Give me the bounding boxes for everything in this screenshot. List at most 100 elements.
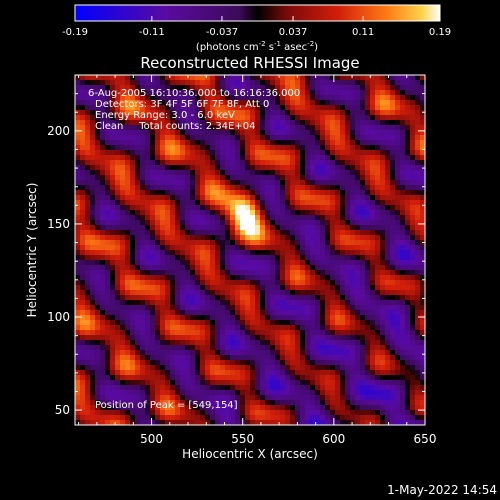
heatmap-pixel	[85, 135, 91, 141]
heatmap-pixel	[205, 185, 211, 191]
heatmap-pixel	[370, 80, 376, 86]
heatmap-pixel	[310, 415, 316, 421]
heatmap-pixel	[420, 300, 425, 306]
heatmap-pixel	[345, 150, 351, 156]
heatmap-pixel	[410, 125, 416, 131]
heatmap-pixel	[405, 230, 411, 236]
heatmap-pixel	[170, 330, 176, 336]
heatmap-pixel	[210, 345, 216, 351]
heatmap-pixel	[125, 290, 131, 296]
heatmap-pixel	[395, 370, 401, 376]
heatmap-pixel	[330, 295, 336, 301]
heatmap-pixel	[120, 315, 126, 321]
heatmap-pixel	[330, 330, 336, 336]
heatmap-pixel	[340, 135, 346, 141]
heatmap-pixel	[150, 315, 156, 321]
heatmap-pixel	[170, 205, 176, 211]
heatmap-pixel	[100, 75, 106, 81]
heatmap-pixel	[290, 315, 296, 321]
heatmap-pixel	[405, 285, 411, 291]
heatmap-pixel	[225, 105, 231, 111]
heatmap-pixel	[345, 360, 351, 366]
heatmap-pixel	[230, 185, 236, 191]
heatmap-pixel	[330, 405, 336, 411]
heatmap-pixel	[160, 85, 166, 91]
heatmap-pixel	[260, 290, 266, 296]
heatmap-pixel	[325, 370, 331, 376]
heatmap-pixel	[80, 230, 86, 236]
heatmap-pixel	[415, 225, 421, 231]
heatmap-pixel	[230, 200, 236, 206]
heatmap-pixel	[345, 240, 351, 246]
heatmap-pixel	[240, 220, 246, 226]
heatmap-pixel	[320, 245, 326, 251]
heatmap-pixel	[140, 260, 146, 266]
heatmap-pixel	[115, 75, 121, 81]
heatmap-pixel	[305, 350, 311, 356]
heatmap-pixel	[145, 185, 151, 191]
heatmap-pixel	[335, 110, 341, 116]
heatmap-pixel	[95, 360, 101, 366]
heatmap-pixel	[155, 255, 161, 261]
heatmap-pixel	[380, 245, 386, 251]
heatmap-pixel	[85, 375, 91, 381]
heatmap-pixel	[365, 395, 371, 401]
heatmap-pixel	[195, 150, 201, 156]
heatmap-pixel	[175, 185, 181, 191]
heatmap-pixel	[375, 385, 381, 391]
heatmap-pixel	[405, 380, 411, 386]
heatmap-pixel	[315, 260, 321, 266]
heatmap-pixel	[200, 125, 206, 131]
heatmap-pixel	[330, 370, 336, 376]
heatmap-pixel	[280, 110, 286, 116]
heatmap-pixel	[215, 295, 221, 301]
heatmap-pixel	[200, 235, 206, 241]
heatmap-pixel	[380, 400, 386, 406]
heatmap-pixel	[185, 85, 191, 91]
heatmap-pixel	[250, 335, 256, 341]
heatmap-pixel	[385, 235, 391, 241]
heatmap-pixel	[255, 105, 261, 111]
heatmap-pixel	[405, 90, 411, 96]
heatmap-pixel	[355, 220, 361, 226]
heatmap-pixel	[230, 170, 236, 176]
heatmap-pixel	[115, 390, 121, 396]
heatmap-pixel	[260, 90, 266, 96]
heatmap-pixel	[345, 215, 351, 221]
heatmap-pixel	[85, 185, 91, 191]
heatmap-pixel	[190, 155, 196, 161]
heatmap-pixel	[75, 120, 81, 126]
heatmap-pixel	[215, 230, 221, 236]
heatmap-pixel	[290, 195, 296, 201]
heatmap-pixel	[95, 395, 101, 401]
heatmap-pixel	[290, 420, 296, 425]
heatmap-pixel	[95, 405, 101, 411]
heatmap-pixel	[165, 250, 171, 256]
heatmap-pixel	[170, 405, 176, 411]
heatmap-pixel	[420, 145, 425, 151]
heatmap-pixel	[280, 250, 286, 256]
heatmap-pixel	[410, 180, 416, 186]
heatmap-pixel	[175, 385, 181, 391]
heatmap-pixel	[280, 75, 286, 81]
heatmap-pixel	[295, 110, 301, 116]
heatmap-pixel	[195, 75, 201, 81]
heatmap-pixel	[400, 280, 406, 286]
heatmap-pixel	[205, 145, 211, 151]
heatmap-pixel	[355, 95, 361, 101]
heatmap-pixel	[225, 185, 231, 191]
heatmap-pixel	[85, 80, 91, 86]
heatmap-pixel	[125, 295, 131, 301]
heatmap-pixel	[110, 135, 116, 141]
heatmap-pixel	[160, 190, 166, 196]
heatmap-pixel	[330, 95, 336, 101]
heatmap-pixel	[100, 185, 106, 191]
heatmap-pixel	[215, 370, 221, 376]
heatmap-pixel	[75, 225, 81, 231]
heatmap-pixel	[360, 350, 366, 356]
heatmap-pixel	[115, 375, 121, 381]
heatmap-pixel	[340, 190, 346, 196]
heatmap-pixel	[320, 85, 326, 91]
heatmap-pixel	[210, 95, 216, 101]
heatmap-pixel	[180, 205, 186, 211]
